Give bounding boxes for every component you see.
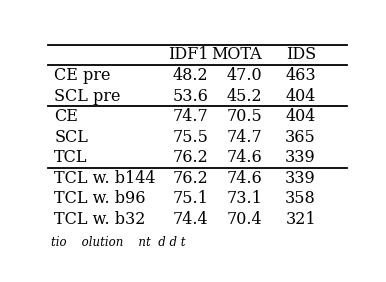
Text: 75.5: 75.5 <box>173 129 208 146</box>
Text: 45.2: 45.2 <box>227 88 262 105</box>
Text: CE pre: CE pre <box>54 67 111 84</box>
Text: 74.7: 74.7 <box>173 108 208 125</box>
Text: 358: 358 <box>285 190 316 207</box>
Text: 70.5: 70.5 <box>227 108 262 125</box>
Text: IDS: IDS <box>286 47 316 63</box>
Text: SCL pre: SCL pre <box>54 88 121 105</box>
Text: 70.4: 70.4 <box>227 211 262 228</box>
Text: 321: 321 <box>285 211 316 228</box>
Text: 463: 463 <box>285 67 316 84</box>
Text: 74.7: 74.7 <box>227 129 262 146</box>
Text: 48.2: 48.2 <box>173 67 208 84</box>
Text: TCL w. b32: TCL w. b32 <box>54 211 146 228</box>
Text: MOTA: MOTA <box>212 47 262 63</box>
Text: 76.2: 76.2 <box>173 170 208 187</box>
Text: CE: CE <box>54 108 78 125</box>
Text: 339: 339 <box>285 149 316 166</box>
Text: IDF1: IDF1 <box>168 47 208 63</box>
Text: 365: 365 <box>285 129 316 146</box>
Text: 76.2: 76.2 <box>173 149 208 166</box>
Text: SCL: SCL <box>54 129 88 146</box>
Text: 74.4: 74.4 <box>173 211 208 228</box>
Text: 339: 339 <box>285 170 316 187</box>
Text: 73.1: 73.1 <box>226 190 262 207</box>
Text: 47.0: 47.0 <box>227 67 262 84</box>
Text: 404: 404 <box>286 108 316 125</box>
Text: 74.6: 74.6 <box>227 170 262 187</box>
Text: TCL: TCL <box>54 149 88 166</box>
Text: 75.1: 75.1 <box>173 190 208 207</box>
Text: tio    olution    nt  d d t: tio olution nt d d t <box>51 236 186 249</box>
Text: 404: 404 <box>286 88 316 105</box>
Text: TCL w. b96: TCL w. b96 <box>54 190 146 207</box>
Text: 74.6: 74.6 <box>227 149 262 166</box>
Text: 53.6: 53.6 <box>173 88 208 105</box>
Text: TCL w. b144: TCL w. b144 <box>54 170 156 187</box>
